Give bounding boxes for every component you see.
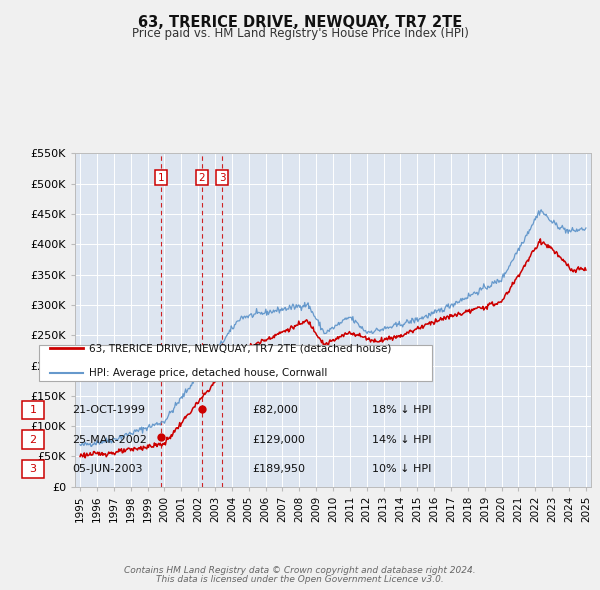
Text: Price paid vs. HM Land Registry's House Price Index (HPI): Price paid vs. HM Land Registry's House … (131, 27, 469, 40)
Text: £189,950: £189,950 (252, 464, 305, 474)
Text: £129,000: £129,000 (252, 435, 305, 444)
Text: This data is licensed under the Open Government Licence v3.0.: This data is licensed under the Open Gov… (156, 575, 444, 584)
Text: 1: 1 (29, 405, 37, 415)
Text: 2: 2 (29, 435, 37, 444)
Text: 05-JUN-2003: 05-JUN-2003 (72, 464, 143, 474)
Text: 63, TRERICE DRIVE, NEWQUAY, TR7 2TE (detached house): 63, TRERICE DRIVE, NEWQUAY, TR7 2TE (det… (89, 343, 391, 353)
Text: 10% ↓ HPI: 10% ↓ HPI (372, 464, 431, 474)
Text: 25-MAR-2002: 25-MAR-2002 (72, 435, 147, 444)
Text: £82,000: £82,000 (252, 405, 298, 415)
Text: Contains HM Land Registry data © Crown copyright and database right 2024.: Contains HM Land Registry data © Crown c… (124, 566, 476, 575)
Text: 2: 2 (199, 173, 205, 183)
Text: 14% ↓ HPI: 14% ↓ HPI (372, 435, 431, 444)
Text: 1: 1 (158, 173, 164, 183)
Text: 21-OCT-1999: 21-OCT-1999 (72, 405, 145, 415)
Text: 18% ↓ HPI: 18% ↓ HPI (372, 405, 431, 415)
Text: HPI: Average price, detached house, Cornwall: HPI: Average price, detached house, Corn… (89, 369, 327, 378)
Text: 3: 3 (219, 173, 226, 183)
Text: 63, TRERICE DRIVE, NEWQUAY, TR7 2TE: 63, TRERICE DRIVE, NEWQUAY, TR7 2TE (138, 15, 462, 30)
Text: 3: 3 (29, 464, 37, 474)
